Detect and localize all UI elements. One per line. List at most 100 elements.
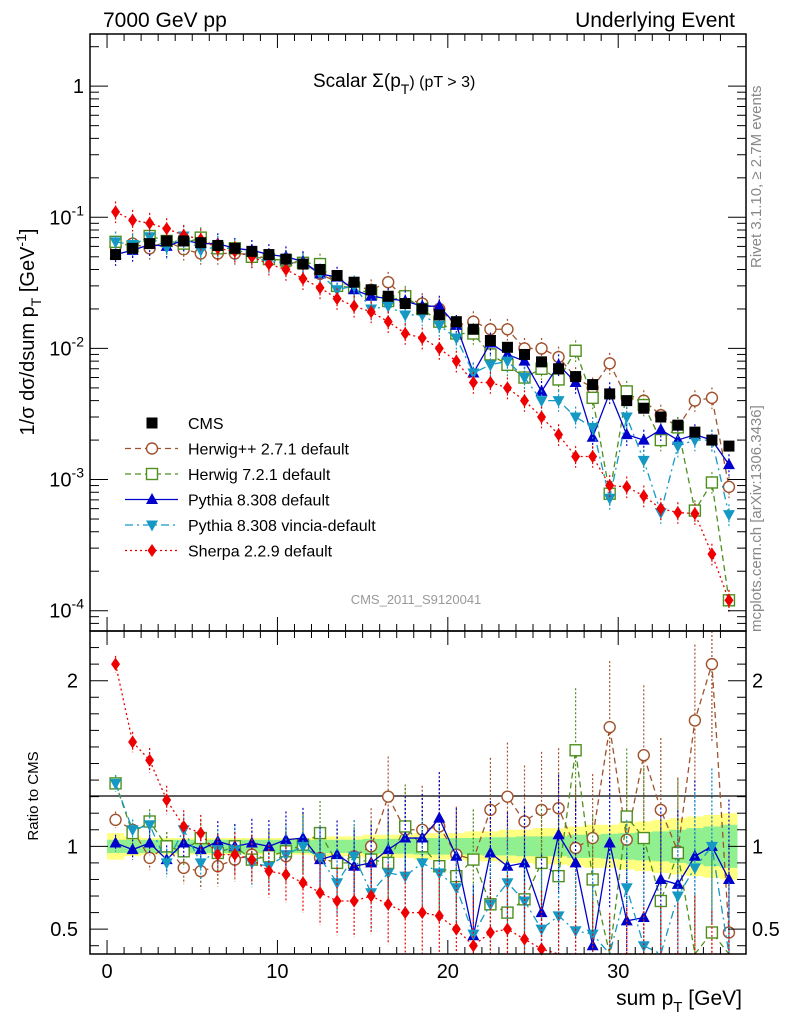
ratio-point [450, 849, 463, 861]
legend-label: Pythia 8.308 vincia-default [188, 518, 376, 535]
data-point [722, 458, 735, 470]
ratio-point [281, 867, 291, 881]
legend-label: Sherpa 2.2.9 default [188, 544, 333, 561]
ratio-point [637, 941, 650, 953]
data-point [707, 547, 717, 561]
ratio-point [586, 939, 599, 951]
data-point [723, 440, 735, 452]
ratio-point [126, 825, 139, 837]
top-title: Scalar Σ(pT) (pT > 3) [313, 71, 475, 97]
bottom-ytick-label: 1 [67, 836, 78, 858]
data-point [314, 263, 326, 275]
data-point [705, 476, 719, 489]
ratio-point [247, 853, 257, 867]
data-point [605, 479, 615, 493]
ratio-point [143, 851, 156, 865]
data-point [501, 341, 513, 353]
ratio-point [179, 819, 189, 833]
data-point [331, 285, 344, 297]
ratio-point [245, 836, 258, 848]
side-label-bottom: mcplots.cern.ch [arXiv:1306.3436] [748, 405, 765, 632]
data-point [518, 348, 530, 360]
ratio-point [314, 853, 327, 865]
top-ytick-label: 10-3 [49, 465, 84, 492]
ratio-point [143, 836, 156, 848]
xtick-label: 10 [266, 961, 288, 983]
ratio-point [637, 749, 650, 762]
data-point [620, 412, 633, 424]
data-point [145, 216, 155, 230]
ratio-point [569, 926, 582, 938]
series-sherpa [111, 201, 734, 612]
data-point [416, 303, 428, 315]
data-point [212, 239, 224, 251]
data-point [672, 419, 684, 431]
xtick-label: 20 [437, 961, 459, 983]
data-point [518, 354, 531, 366]
data-point [433, 309, 445, 321]
ratio-point [160, 858, 173, 870]
bottom-ytick-label-right: 1 [752, 836, 763, 858]
data-point [586, 422, 599, 434]
data-point [637, 433, 650, 445]
ratio-point [434, 909, 444, 923]
ratio-point [109, 836, 122, 848]
ratio-point [230, 848, 240, 862]
ratio-point [519, 932, 529, 946]
ratio-point [365, 856, 378, 868]
ratio-point [654, 803, 668, 817]
series-pythia [109, 229, 735, 476]
data-point [518, 373, 531, 385]
data-point [399, 310, 412, 322]
legend-label: Herwig++ 2.7.1 default [188, 442, 350, 459]
ratio-point [382, 843, 395, 855]
ratio-point [637, 831, 650, 845]
legend-marker [145, 442, 159, 455]
data-point [689, 426, 701, 438]
data-point [281, 262, 291, 276]
ratio-point [128, 735, 138, 749]
data-point [382, 290, 394, 302]
data-point [468, 375, 478, 389]
data-point [587, 379, 599, 391]
data-point [688, 435, 701, 447]
ratio-point [296, 841, 309, 853]
ratio-point [502, 922, 512, 936]
data-point [535, 342, 548, 355]
ratio-point [366, 889, 376, 903]
header-left: 7000 GeV pp [103, 9, 227, 32]
data-point [485, 375, 495, 389]
ratio-point [399, 871, 412, 883]
data-point [450, 333, 463, 345]
legend-marker [146, 417, 158, 429]
data-point [399, 298, 411, 310]
xtick-label: 30 [607, 961, 629, 983]
data-point [111, 205, 121, 219]
data-point [586, 391, 599, 405]
data-point [639, 489, 649, 503]
bottom-series-group [109, 631, 736, 956]
data-point [484, 360, 497, 372]
ratio-point [145, 753, 155, 767]
top-ytick-label: 1 [73, 76, 84, 98]
ratio-point [537, 942, 547, 956]
data-point [366, 305, 376, 319]
legend-label: Pythia 8.308 default [188, 493, 330, 510]
top-frame [89, 33, 747, 632]
ratio-point [552, 828, 565, 840]
data-point [450, 316, 462, 328]
data-point [553, 363, 565, 375]
ratio-point [485, 925, 495, 939]
data-point [162, 222, 172, 236]
data-point [536, 356, 548, 368]
data-point [194, 245, 207, 257]
ratio-point [109, 813, 122, 827]
ratio-point [264, 864, 274, 878]
ratio-point [381, 790, 395, 803]
data-point [417, 331, 427, 345]
data-point [433, 320, 446, 332]
top-ytick-label: 10-4 [49, 596, 84, 623]
data-point [382, 301, 395, 313]
ratio-point [603, 836, 616, 848]
